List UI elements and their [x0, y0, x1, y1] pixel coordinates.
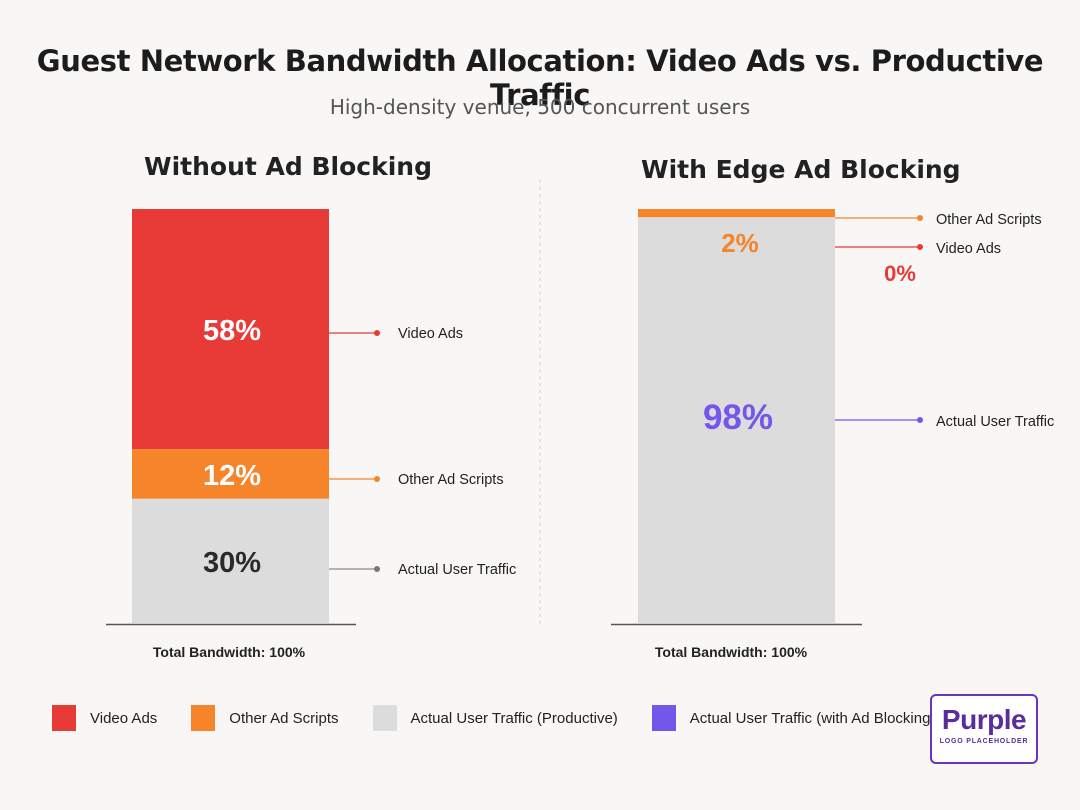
chart-title: Guest Network Bandwidth Allocation: Vide…	[36, 44, 1044, 112]
callout-label: Video Ads	[936, 241, 1001, 257]
total-bandwidth-label: Total Bandwidth: 100%	[153, 644, 306, 660]
legend-item-user-traffic: Actual User Traffic (Productive)	[372, 705, 618, 731]
legend-label: Other Ad Scripts	[229, 709, 339, 727]
total-bandwidth-label: Total Bandwidth: 100%	[655, 644, 808, 660]
callout-dot	[374, 476, 380, 482]
legend-swatch	[52, 705, 76, 731]
callout-label: Actual User Traffic	[398, 562, 516, 578]
data-label-other-ad-scripts: 12%	[203, 460, 261, 492]
bar-segment-video-ads	[132, 209, 329, 450]
data-label-video-ads: 0%	[884, 261, 916, 286]
legend-item-user-traffic-blocked: Actual User Traffic (with Ad Blocking)	[651, 705, 936, 731]
bar-segment-other-ad-scripts	[132, 449, 329, 499]
panel-title-with: With Edge Ad Blocking	[641, 155, 961, 184]
bar-segment-actual-user-traffic	[132, 498, 329, 623]
callout-label: Other Ad Scripts	[398, 472, 504, 488]
legend-item-video-ads: Video Ads	[52, 705, 157, 731]
legend-swatch	[651, 705, 676, 731]
data-label-actual-user-traffic: 30%	[203, 547, 261, 579]
callout-label: Actual User Traffic	[936, 414, 1054, 430]
logo: Purple LOGO PLACEHOLDER	[930, 694, 1038, 764]
legend-label: Video Ads	[90, 709, 158, 727]
logo-tagline: LOGO PLACEHOLDER	[939, 738, 1029, 745]
legend-label: Actual User Traffic (Productive)	[410, 709, 618, 727]
bar-segment-actual-user-traffic	[638, 217, 835, 623]
chart-subtitle: High-density venue, 500 concurrent users	[329, 95, 751, 119]
callout-dot	[374, 330, 380, 336]
bar-segment-other-ad-scripts	[638, 209, 835, 218]
legend-item-other-ad-scripts: Other Ad Scripts	[191, 705, 339, 731]
callout-dot	[917, 244, 923, 250]
callout-dot	[374, 566, 380, 572]
legend-swatch	[372, 705, 397, 731]
legend-label: Actual User Traffic (with Ad Blocking)	[689, 709, 936, 727]
data-label-video-ads: 58%	[203, 315, 261, 347]
callout-dot	[917, 417, 923, 423]
callout-dot	[917, 215, 923, 221]
legend-swatch	[191, 705, 216, 731]
callout-label: Video Ads	[398, 326, 463, 342]
data-label-other-ad-scripts: 2%	[721, 228, 759, 258]
panel-title-without: Without Ad Blocking	[144, 152, 432, 181]
legend: Video Ads Other Ad Scripts Actual User T…	[52, 704, 969, 732]
logo-wordmark: Purple	[941, 704, 1027, 735]
callout-label: Other Ad Scripts	[936, 212, 1042, 228]
data-label-actual-user-traffic: 98%	[703, 398, 773, 437]
